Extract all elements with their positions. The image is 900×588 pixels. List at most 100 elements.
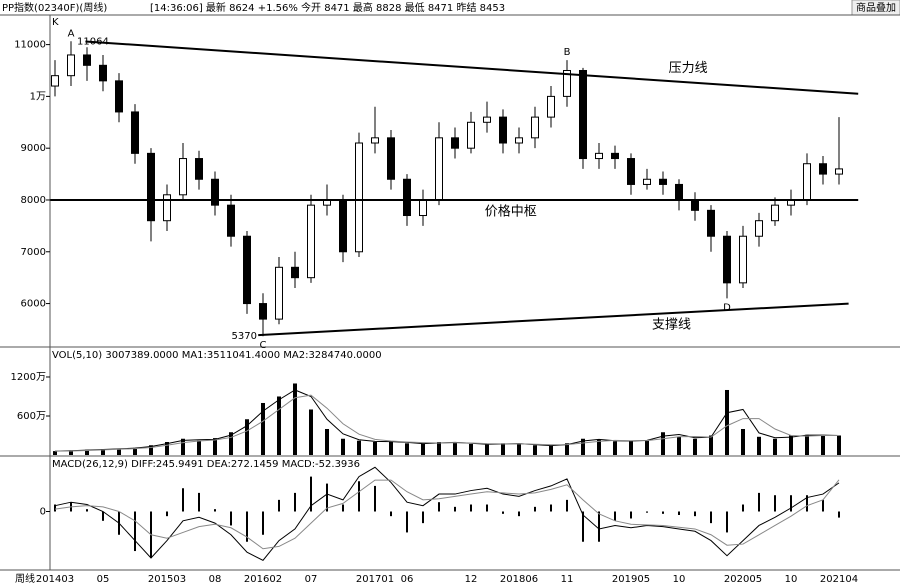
volume-bar — [357, 440, 361, 455]
candle-body — [51, 75, 59, 87]
volume-bar — [149, 445, 153, 455]
candle-body — [403, 178, 411, 217]
trend-line — [258, 302, 849, 337]
chart-title: PP指数(02340F)(周线) — [2, 1, 107, 14]
macd-bar — [502, 511, 504, 514]
volume-bar — [325, 428, 329, 455]
x-tick-label: 07 — [305, 574, 318, 585]
candle-body — [595, 152, 603, 160]
volume-bar — [309, 409, 313, 455]
macd-bar — [774, 495, 776, 512]
volume-bar — [661, 432, 665, 455]
macd-bar — [294, 492, 296, 512]
x-tick-label: 201905 — [612, 574, 650, 585]
candle-body — [99, 64, 107, 82]
macd-bar — [758, 492, 760, 512]
candle-body — [755, 220, 763, 237]
volume-bar — [389, 441, 393, 455]
x-axis-label: 周线 — [15, 572, 35, 585]
x-tick-label: 11 — [561, 574, 574, 585]
x-tick-label: 12 — [465, 574, 478, 585]
y-tick-label: 6000 — [21, 299, 46, 310]
volume-bar — [837, 435, 841, 455]
candle-body — [67, 54, 75, 77]
y-tick-label: 0 — [40, 507, 46, 518]
candle-body — [131, 111, 139, 154]
volume-bar — [213, 438, 217, 455]
candle-body — [803, 163, 811, 201]
overlay-button-label[interactable]: 商品叠加 — [856, 1, 896, 14]
macd-bar — [310, 476, 312, 512]
x-tick-label: 10 — [673, 574, 686, 585]
candle-body — [563, 69, 571, 97]
volume-bar — [613, 441, 617, 455]
volume-bar — [437, 441, 441, 455]
candle-body — [707, 209, 715, 237]
macd-bar — [374, 485, 376, 512]
volume-bar — [469, 443, 473, 455]
volume-bar — [53, 451, 57, 455]
panel-label: MACD(26,12,9) DIFF:245.9491 DEA:272.1459… — [52, 459, 360, 470]
panel-label: VOL(5,10) 3007389.0000 MA1:3511041.4000 … — [52, 350, 382, 361]
macd-bar — [742, 504, 744, 512]
macd-bar — [710, 511, 712, 524]
candle-body — [147, 152, 155, 222]
candle-body — [307, 204, 315, 279]
macd-bar — [646, 511, 648, 513]
volume-bar — [565, 443, 569, 455]
candle-body — [179, 158, 187, 196]
macd-bar — [598, 511, 600, 542]
y-tick-label: 1200万 — [11, 372, 46, 383]
volume-bar — [629, 440, 633, 455]
y-tick-label: 1万 — [30, 91, 46, 102]
volume-bar — [117, 448, 121, 455]
macd-bar — [806, 495, 808, 512]
macd-bar — [550, 504, 552, 512]
volume-bar — [421, 443, 425, 455]
volume-bar — [549, 445, 553, 455]
volume-bar — [101, 449, 105, 455]
volume-bar — [405, 443, 409, 455]
candle-body — [547, 95, 555, 118]
macd-bar — [438, 502, 440, 512]
macd-bar — [406, 511, 408, 533]
volume-bar — [821, 435, 825, 455]
candle-body — [371, 137, 379, 144]
volume-bar — [197, 440, 201, 455]
macd-bar — [838, 511, 840, 518]
macd-bar — [614, 511, 616, 521]
quote-bar: [14:36:06] 最新 8624 +1.56% 今开 8471 最高 882… — [150, 1, 505, 14]
candle-body — [419, 199, 427, 217]
macd-bar — [518, 511, 520, 517]
volume-bar — [581, 438, 585, 455]
candle-body — [531, 116, 539, 139]
macd-bar — [790, 495, 792, 512]
y-tick-label: 7000 — [21, 247, 46, 258]
point-label: C — [260, 340, 267, 351]
candle-body — [627, 158, 635, 185]
macd-bar — [630, 511, 632, 519]
macd-bar — [422, 511, 424, 524]
y-tick-label: 11000 — [14, 40, 46, 51]
macd-bar — [262, 511, 264, 535]
volume-bar — [485, 444, 489, 455]
volume-bar — [677, 436, 681, 455]
indicator-line — [54, 466, 840, 561]
volume-bar — [725, 389, 729, 455]
macd-bar — [182, 488, 184, 512]
volume-bar — [773, 438, 777, 455]
candle-body — [483, 116, 491, 123]
volume-bar — [181, 438, 185, 455]
candle-body — [243, 235, 251, 305]
macd-bar — [214, 509, 216, 512]
volume-bar — [597, 440, 601, 455]
macd-bar — [86, 509, 88, 512]
volume-bar — [805, 434, 809, 455]
candle-body — [611, 152, 619, 160]
volume-bar — [133, 447, 137, 455]
x-tick-label: 201602 — [244, 574, 282, 585]
volume-bar — [245, 419, 249, 455]
volume-bar — [85, 449, 89, 455]
trend-line-label: 支撑线 — [652, 318, 691, 333]
